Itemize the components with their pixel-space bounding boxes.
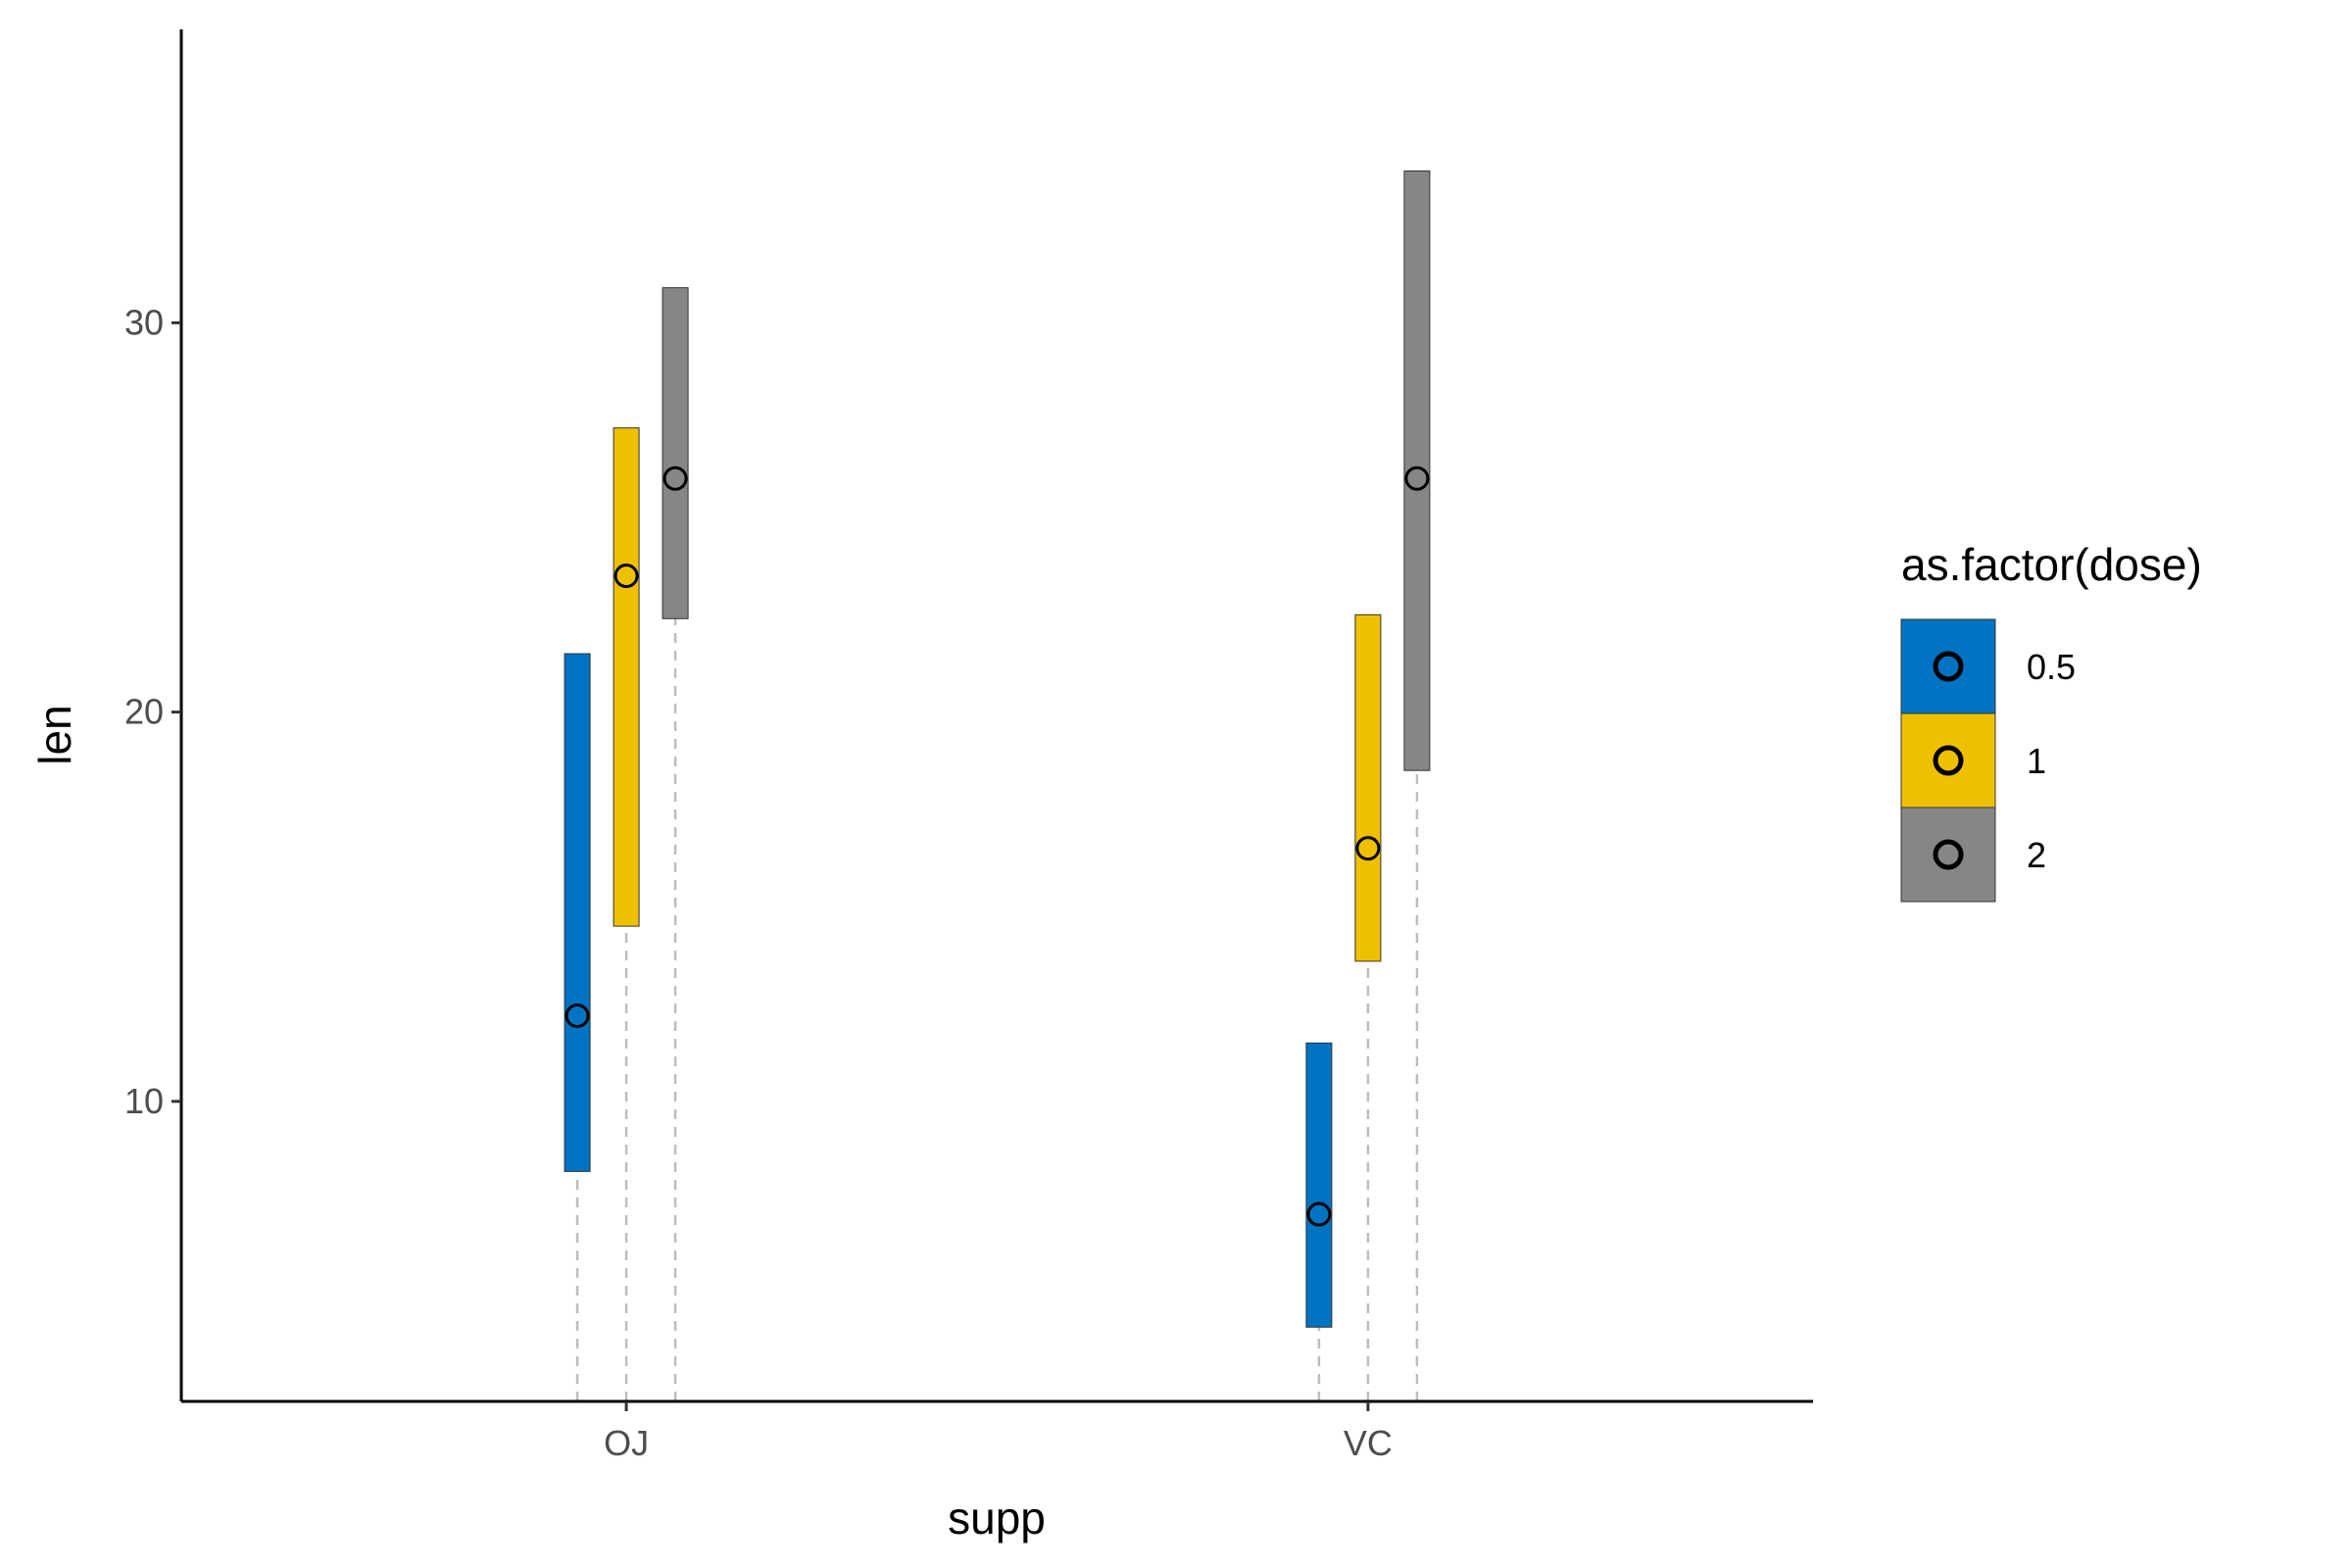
legend-key-1	[1900, 712, 1996, 808]
legend-items: 0.5 1 2	[1900, 618, 2076, 903]
x-axis-title: supp	[948, 1493, 1046, 1544]
x-tick-label: VC	[1344, 1423, 1393, 1463]
median-point	[1355, 836, 1381, 861]
legend-label: 0.5	[2027, 647, 2076, 687]
legend: as.factor(dose) 0.5 1 2	[1900, 539, 2202, 903]
crossbar-OJ-1	[612, 427, 640, 927]
median-point	[662, 466, 688, 491]
legend-key-point	[1933, 745, 1964, 776]
crossbar-OJ-0.5	[564, 653, 591, 1172]
y-tick-label: 10	[124, 1081, 164, 1121]
median-point	[564, 1003, 590, 1028]
y-tick-label: 30	[124, 302, 164, 342]
crossbar-VC-1	[1354, 613, 1382, 962]
plot-area	[564, 170, 1431, 1401]
x-tick-label: OJ	[604, 1423, 649, 1463]
y-tick-label: 20	[124, 692, 164, 732]
legend-label: 2	[2027, 835, 2046, 875]
crossbar-OJ-2	[662, 287, 689, 619]
median-point	[1306, 1201, 1332, 1227]
legend-key-point	[1933, 839, 1964, 870]
y-axis-title: len	[29, 705, 80, 764]
axis-ticks: 10 20 30 OJ VC	[124, 302, 1393, 1463]
legend-key-2	[1900, 807, 1996, 903]
crossbar-VC-0.5	[1305, 1042, 1333, 1328]
legend-label: 1	[2027, 741, 2046, 781]
legend-key-point	[1933, 651, 1964, 682]
median-point	[613, 564, 639, 589]
legend-key-0.5	[1900, 618, 1996, 714]
legend-title: as.factor(dose)	[1901, 539, 2202, 590]
median-point	[1404, 466, 1430, 491]
